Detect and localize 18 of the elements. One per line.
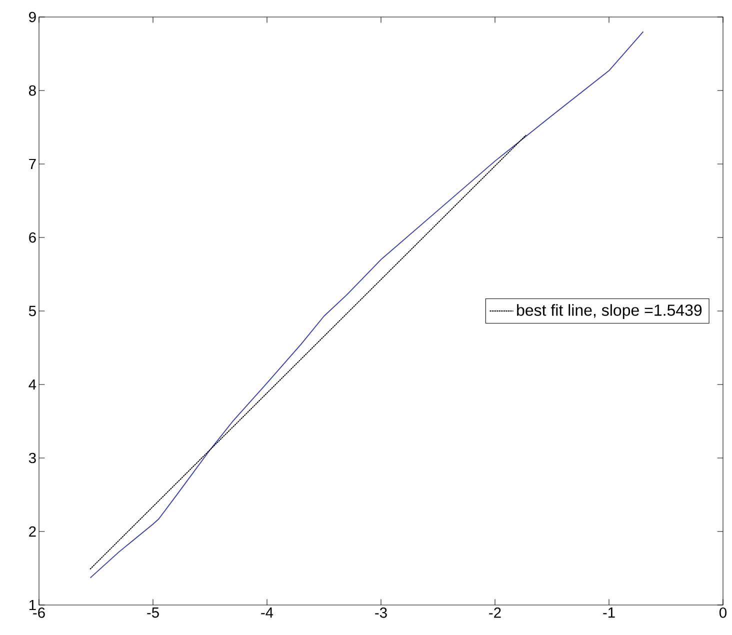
x-tick-label: -4 [261, 607, 274, 618]
x-tick-label: -6 [33, 607, 45, 618]
x-tick-label: -2 [489, 607, 501, 618]
y-tick-label: 6 [29, 232, 36, 243]
y-tick-label: 4 [28, 379, 36, 390]
x-tick-label: -3 [375, 607, 387, 618]
x-tick-label: -5 [147, 607, 159, 618]
x-tick-label: 0 [719, 607, 726, 618]
legend-label: best fit line, slope =1.5439 [517, 304, 702, 320]
x-tick-label: -1 [603, 607, 615, 618]
y-tick-label: 3 [28, 452, 36, 464]
line-series [90, 31, 644, 578]
y-tick-label: 1 [29, 600, 36, 610]
y-tick-label: 9 [29, 12, 36, 22]
y-tick-label: 8 [28, 85, 36, 96]
y-tick-label: 7 [29, 158, 36, 170]
y-tick-label: 2 [29, 526, 36, 537]
y-tick-label: 5 [28, 306, 36, 316]
